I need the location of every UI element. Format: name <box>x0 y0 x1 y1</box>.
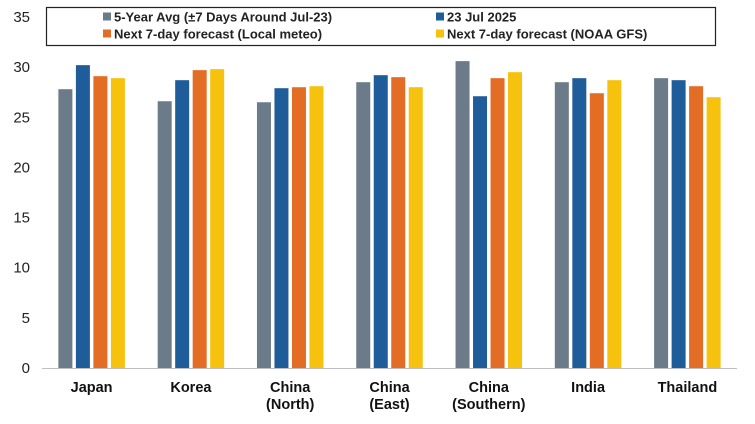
bar <box>157 101 172 369</box>
x-category-label: (East) <box>369 397 409 413</box>
bar <box>607 80 622 369</box>
x-category-label: (Southern) <box>452 397 525 413</box>
bar <box>256 102 271 369</box>
legend-box <box>45 6 717 47</box>
bar-series <box>58 61 669 369</box>
legend-label: 5-Year Avg (±7 Days Around Jul-23) <box>114 10 332 25</box>
bar <box>75 65 90 368</box>
x-category-label: (North) <box>266 397 314 413</box>
bar <box>175 80 190 369</box>
y-tick-label: 20 <box>13 159 30 176</box>
bar <box>391 77 406 369</box>
x-category-label: China <box>469 380 510 396</box>
legend-swatch <box>436 29 444 38</box>
y-tick-label: 15 <box>13 210 30 227</box>
y-tick-label: 35 <box>13 9 30 26</box>
x-category-label: Korea <box>170 380 212 396</box>
legend-label: 23 Jul 2025 <box>447 10 516 25</box>
legend-label: Next 7-day forecast (Local meteo) <box>114 27 322 42</box>
bar <box>508 72 523 368</box>
x-axis-labels: Japan Korea China(North)China(East)China(S… <box>71 380 718 413</box>
bar <box>309 86 324 368</box>
x-category-label: China <box>369 380 410 396</box>
y-tick-label: 5 <box>22 310 30 327</box>
legend-label: Next 7-day forecast (NOAA GFS) <box>447 27 647 42</box>
bar <box>671 80 686 369</box>
bar <box>192 70 207 369</box>
bar <box>689 86 704 368</box>
bar-series-group <box>58 61 721 369</box>
bar <box>455 61 470 368</box>
bar <box>554 82 569 368</box>
bar <box>706 97 721 368</box>
bar <box>110 78 125 369</box>
bar-series <box>75 65 686 369</box>
y-axis: 0 5 10 15 20 25 30 35 <box>13 9 30 377</box>
bar <box>473 96 488 368</box>
y-tick-label: 0 <box>22 360 30 377</box>
bar <box>356 82 371 368</box>
y-tick-label: 25 <box>13 109 30 126</box>
bar <box>654 78 669 369</box>
bar <box>589 93 604 368</box>
y-tick-label: 30 <box>13 59 30 76</box>
legend: 5-Year Avg (±7 Days Around Jul-23) 23 Jul… <box>45 6 717 47</box>
bar <box>93 76 108 369</box>
y-tick-label: 10 <box>13 260 30 277</box>
x-category-label: Thailand <box>658 380 718 396</box>
bar <box>490 78 505 369</box>
bar <box>58 89 73 369</box>
bar-series <box>93 70 704 369</box>
x-category-label: Japan <box>71 380 113 396</box>
bar <box>572 78 587 369</box>
bar <box>408 87 423 368</box>
bar <box>373 75 388 369</box>
bar <box>274 88 289 368</box>
bar <box>291 87 306 368</box>
bar-series <box>110 69 721 369</box>
legend-swatch <box>436 12 444 21</box>
x-category-label: China <box>270 380 311 396</box>
legend-swatch <box>103 12 111 21</box>
legend-swatch <box>103 29 111 38</box>
bar <box>210 69 225 369</box>
x-category-label: India <box>571 380 606 396</box>
